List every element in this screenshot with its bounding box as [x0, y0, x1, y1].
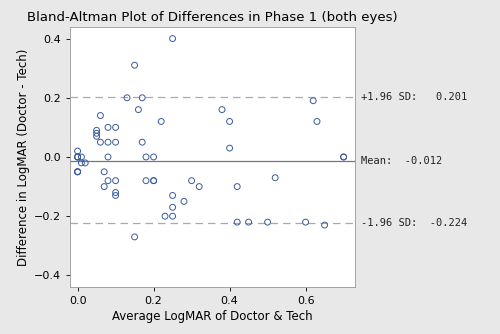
Point [104, 178, 112, 183]
Point [100, 169, 108, 174]
Point [112, 140, 120, 145]
Point [130, 234, 138, 239]
Point [104, 154, 112, 160]
Point [100, 184, 108, 189]
Point [74, 148, 82, 154]
Point [150, 178, 158, 183]
Point [233, 184, 241, 189]
Point [226, 119, 234, 124]
Point [226, 145, 234, 151]
Point [340, 154, 347, 160]
Point [142, 154, 150, 160]
Text: -1.96 SD:  -0.224: -1.96 SD: -0.224 [360, 218, 467, 228]
Point [96, 140, 104, 145]
Point [81, 160, 89, 166]
Point [309, 98, 317, 104]
Point [320, 222, 328, 228]
Point [112, 193, 120, 198]
Point [150, 154, 158, 160]
Point [92, 131, 100, 136]
Point [218, 107, 226, 112]
Point [195, 184, 203, 189]
Point [180, 199, 188, 204]
Text: +1.96 SD:   0.201: +1.96 SD: 0.201 [360, 93, 467, 103]
Point [150, 178, 158, 183]
Point [78, 160, 86, 166]
Point [168, 36, 176, 41]
Point [138, 95, 146, 101]
Y-axis label: Difference in LogMAR (Doctor - Tech): Difference in LogMAR (Doctor - Tech) [16, 48, 30, 266]
Point [244, 219, 252, 225]
Point [161, 213, 169, 219]
X-axis label: Average LogMAR of Doctor & Tech: Average LogMAR of Doctor & Tech [112, 310, 313, 323]
Point [313, 119, 321, 124]
Point [340, 154, 347, 160]
Point [104, 140, 112, 145]
Point [112, 125, 120, 130]
Point [157, 119, 165, 124]
Point [188, 178, 196, 183]
Point [74, 154, 82, 160]
Point [78, 154, 86, 160]
Point [112, 178, 120, 183]
Point [271, 175, 279, 180]
Point [302, 219, 310, 225]
Point [134, 107, 142, 112]
Point [142, 178, 150, 183]
Point [92, 134, 100, 139]
Point [123, 95, 131, 101]
Point [233, 219, 241, 225]
Point [96, 113, 104, 118]
Point [74, 169, 82, 174]
Point [74, 154, 82, 160]
Point [112, 190, 120, 195]
Point [168, 193, 176, 198]
Point [168, 213, 176, 219]
Point [92, 128, 100, 133]
Point [264, 219, 272, 225]
Point [138, 140, 146, 145]
Text: Mean:  -0.012: Mean: -0.012 [360, 156, 442, 166]
Point [74, 169, 82, 174]
Title: Bland-Altman Plot of Differences in Phase 1 (both eyes): Bland-Altman Plot of Differences in Phas… [27, 11, 398, 24]
Point [74, 169, 82, 174]
Point [130, 62, 138, 68]
Point [74, 154, 82, 160]
Point [104, 125, 112, 130]
Point [168, 205, 176, 210]
